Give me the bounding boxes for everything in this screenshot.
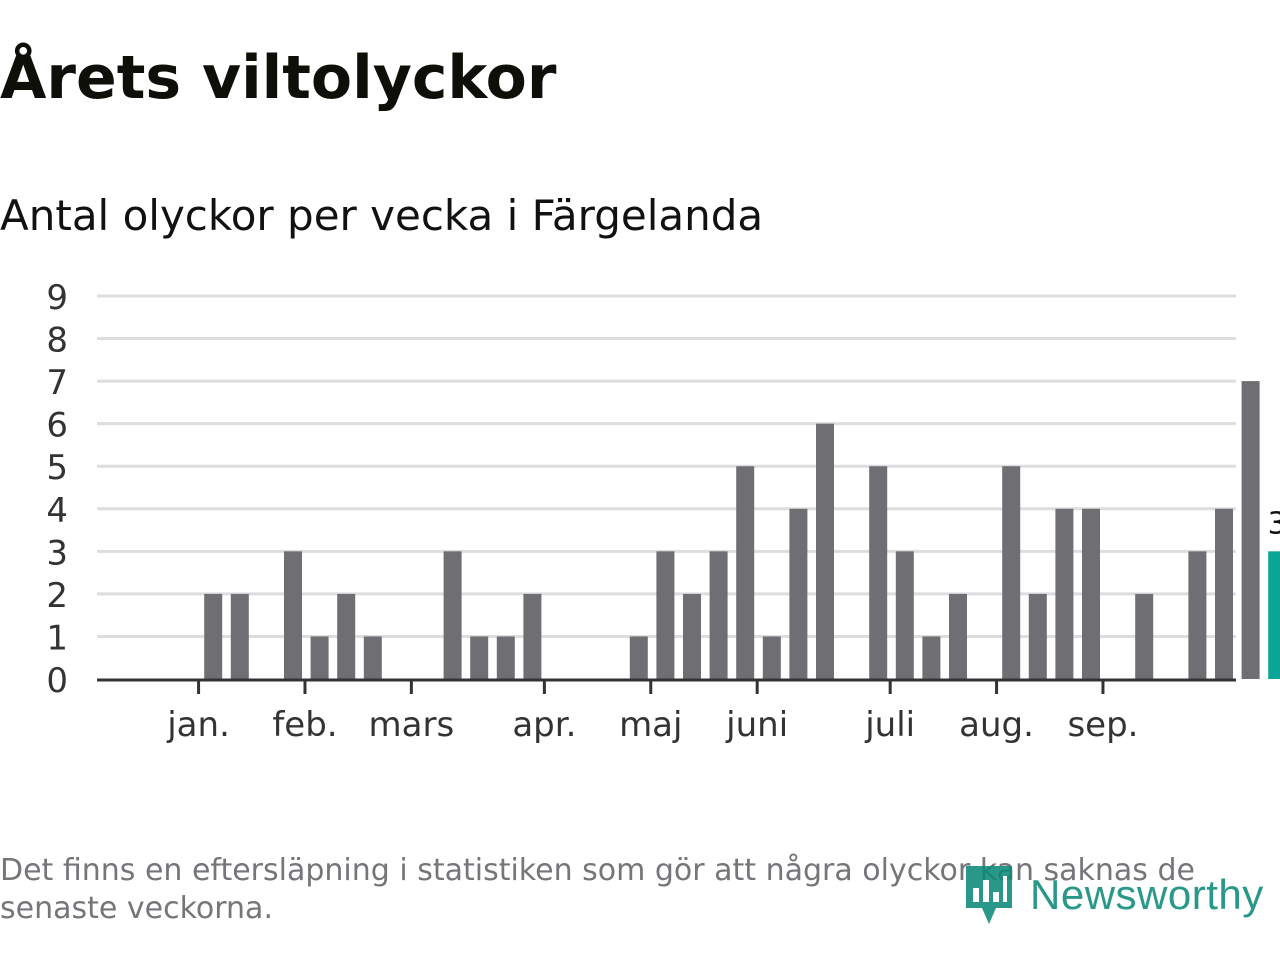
x-tick-label: juni xyxy=(725,705,788,745)
bar xyxy=(1002,466,1021,679)
bars xyxy=(204,381,1280,679)
y-tick-label: 3 xyxy=(46,533,68,573)
bar xyxy=(496,636,515,679)
x-tick-label: juli xyxy=(864,705,915,745)
x-tick-label: feb. xyxy=(272,705,337,745)
y-tick-label: 7 xyxy=(46,363,68,403)
data-labels: 3 xyxy=(1268,506,1280,541)
bar-highlight xyxy=(1268,551,1280,679)
bar xyxy=(922,636,941,679)
bar xyxy=(683,593,701,679)
data-label-latest: 3 xyxy=(1268,506,1280,541)
x-axis-tick-labels: jan. feb. mars apr. maj juni juli aug. sep. xyxy=(166,680,1138,745)
bar xyxy=(1188,551,1207,679)
bar xyxy=(1055,508,1074,679)
y-tick-label: 0 xyxy=(46,661,68,701)
bar xyxy=(470,636,489,679)
brand-name: Newsworthy xyxy=(1030,871,1264,918)
y-tick-label: 5 xyxy=(46,448,68,488)
newsworthy-logo: Newsworthy xyxy=(962,860,1264,930)
bar xyxy=(337,593,356,679)
bar xyxy=(816,423,834,679)
y-tick-label: 6 xyxy=(46,406,68,446)
bar xyxy=(310,636,329,679)
bar xyxy=(204,593,223,679)
x-tick-label: aug. xyxy=(959,705,1034,745)
bar xyxy=(629,636,648,679)
y-tick-label: 9 xyxy=(46,278,68,318)
bar xyxy=(949,593,967,679)
bar xyxy=(789,508,808,679)
bar xyxy=(895,551,914,679)
bar xyxy=(762,636,781,679)
y-tick-label: 8 xyxy=(46,321,68,361)
bar xyxy=(1135,593,1154,679)
x-tick-label: sep. xyxy=(1067,705,1138,745)
bar xyxy=(709,551,728,679)
bar xyxy=(736,466,755,679)
x-tick-label: apr. xyxy=(512,705,576,745)
bar xyxy=(1241,381,1260,679)
bar xyxy=(363,636,382,679)
chart-title: Årets viltolyckor xyxy=(0,43,557,113)
bar xyxy=(523,593,542,679)
bar xyxy=(869,466,888,679)
y-tick-label: 1 xyxy=(46,618,68,658)
bar xyxy=(656,551,675,679)
y-tick-label: 4 xyxy=(46,491,68,531)
bar-chart-pin-icon xyxy=(966,866,1012,924)
bar xyxy=(230,593,249,679)
bar xyxy=(284,551,302,679)
bar xyxy=(1215,508,1233,679)
bar xyxy=(1082,508,1100,679)
chart-subtitle: Antal olyckor per vecka i Färgelanda xyxy=(0,191,764,240)
x-tick-label: maj xyxy=(619,705,682,745)
bar xyxy=(443,551,462,679)
x-tick-label: jan. xyxy=(166,705,230,745)
bar xyxy=(1028,593,1047,679)
x-tick-label: mars xyxy=(369,705,455,745)
y-tick-label: 2 xyxy=(46,576,68,616)
